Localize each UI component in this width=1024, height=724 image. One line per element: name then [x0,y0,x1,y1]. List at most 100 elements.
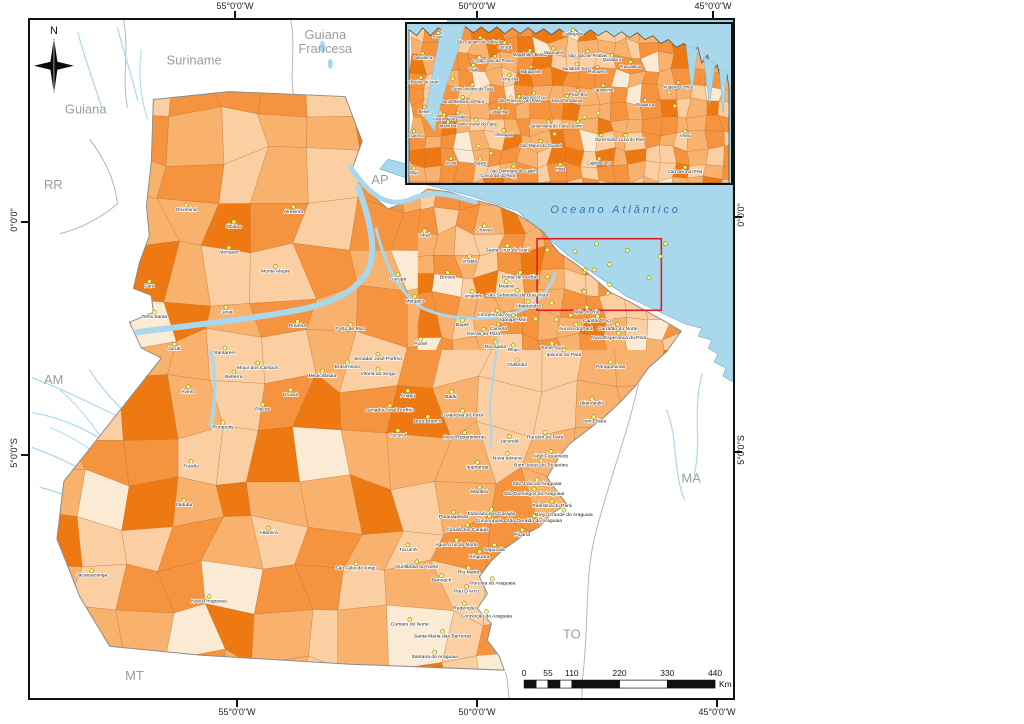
municipal-seat-dot [525,299,531,304]
municipality-polygon [516,161,539,183]
municipal-seat-dot [510,312,516,318]
municipal-seat-dot [183,202,189,208]
municipal-seat-dot [462,601,467,606]
municipality-label: Cumaru do Norte [391,621,429,627]
municipal-seat-dot [514,288,520,293]
municipality-polygon [439,180,457,183]
municipality-label: São João do Araguaia [513,481,562,487]
municipal-seat-dot [482,223,487,229]
municipality-polygon [337,568,387,611]
region-label: RR [44,177,63,192]
municipal-seat-dot [462,430,467,435]
municipal-seat-dot [607,262,612,267]
municipal-seat-dot [533,316,538,322]
municipality-label: Novo Progresso [191,599,227,605]
municipality-polygon [702,175,724,183]
municipal-seat-dot [414,559,420,565]
municipal-seat-dot [451,509,456,515]
municipal-seat-dot [147,279,152,284]
municipality-polygon [424,136,442,150]
municipal-seat-dot [558,162,563,167]
municipality-polygon [671,176,694,183]
municipality-polygon [417,337,443,351]
municipal-seat-dot [542,430,548,435]
municipality-label: São Francisco do Pará [498,98,541,103]
municipality-label: Portel [414,341,427,347]
municipality-labels: Oriximiná Óbidos Alenquer Monte Alegre Almei… [75,202,647,661]
tick-mark [21,221,28,223]
municipality-polygon [686,175,704,183]
municipal-seat-dot [531,513,537,519]
municipality-polygon [409,181,427,183]
municipal-seat-dot [474,117,479,122]
municipal-seat-dot [464,584,469,589]
municipality-label: Juruti [168,346,180,352]
municipality-label: Terra Alta [501,77,519,82]
longitude-label: 45°0'0"W [694,1,732,11]
municipality-polygon [482,177,505,183]
municipality-polygon [686,148,709,166]
municipal-seat-dot [615,321,620,327]
municipal-seat-dot [546,119,551,124]
municipal-seat-dot [591,414,597,419]
tick-mark [716,700,718,707]
municipality-label: Abaetetuba [515,303,541,309]
municipal-seat-dot [418,336,424,342]
municipal-seat-dot [527,48,533,53]
municipal-seat-dot [460,317,465,323]
municipal-seat-dot [549,498,555,504]
municipality-label: São João da Ponta [477,58,513,63]
municipal-seat-dot [545,274,550,280]
municipality-polygon [470,178,488,183]
latitude-label: 5°0'0"S [9,438,19,468]
municipality-polygon [423,147,442,169]
municipality-label: Tucuruí [390,433,407,439]
longitude-label: 50°0'0"W [458,707,496,717]
municipal-seat-dot [549,340,555,346]
municipal-seat-dot [492,542,497,548]
municipality-label: Tucumã [399,547,417,553]
municipal-seat-dot [538,139,543,144]
municipality-label: Placas [255,407,270,413]
municipality-polygon [431,337,455,351]
municipality-label: Quatipuru [603,57,622,62]
municipal-seat-dot [595,313,601,319]
municipal-seat-dot [533,291,539,297]
municipal-seat-dot [502,40,507,45]
municipality-polygon [306,116,361,151]
municipality-label: Primavera [588,69,608,74]
municipality-polygon [624,338,648,351]
tick-mark [234,11,236,18]
municipal-seat-dot [288,387,293,393]
municipal-seat-dot [507,72,512,77]
tick-mark [735,451,742,453]
municipality-polygon [453,161,476,183]
municipality-label: Marabá [471,489,488,495]
municipality-polygon [522,333,542,351]
municipality-polygon [612,164,631,183]
municipality-label: Aveiro [181,389,195,395]
municipality-polygon [579,332,610,351]
municipal-seat-dot [476,144,481,149]
longitude-label: 55°0'0"W [218,707,256,717]
municipal-seat-dot [544,247,550,253]
municipality-polygon [453,180,474,183]
municipality-label: Muaná [499,283,514,289]
municipality-label: Itupiranga [466,464,488,470]
municipal-seat-dot [375,351,381,357]
municipality-label: São Félix do Xingu [335,566,377,572]
municipality-label: Viseu [680,133,691,138]
municipal-seat-dot [450,76,455,81]
municipality-label: Tomé-Açu [541,345,564,351]
municipality-label: Acará [445,160,457,165]
municipal-seat-dot [585,49,590,54]
municipal-seat-dot [493,122,498,127]
municipal-seat-dot [594,241,599,247]
municipality-label: Abel Figueiredo [534,453,569,459]
municipality-label: Curralinho [461,293,484,299]
municipal-seat-dot [607,282,612,287]
municipal-seat-dot [260,402,265,408]
municipality-polygon [250,655,309,671]
municipal-seat-dot [643,98,648,103]
